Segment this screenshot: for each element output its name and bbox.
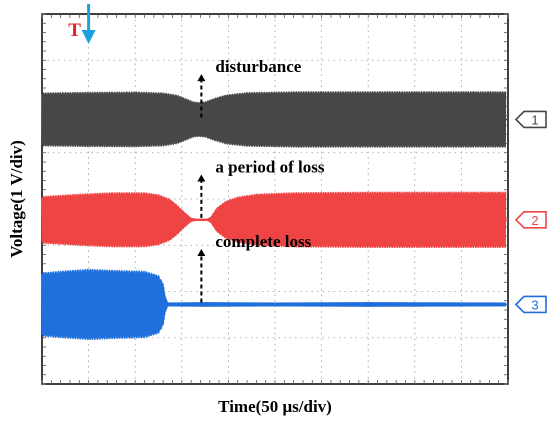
channel-marker-label-1: 1 [531, 112, 538, 127]
trigger-arrow-head [81, 30, 96, 44]
annotation-arrowhead-2 [197, 174, 206, 182]
channel-marker-1 [514, 110, 547, 129]
annotation-arrowhead-1 [197, 74, 206, 82]
trigger-marker: T [68, 4, 96, 44]
y-axis-label: Voltage(1 V/div) [7, 140, 26, 258]
channel-marker-label-2: 2 [531, 213, 538, 228]
trace-channel-1 [41, 91, 507, 148]
trace-channel-2 [41, 191, 507, 249]
annotation-label-2: a period of loss [215, 157, 324, 176]
x-axis-label: Time(50 μs/div) [218, 397, 332, 416]
annotations: disturbance a period of loss complete loss [197, 57, 325, 303]
annotation-label-3: complete loss [215, 232, 311, 251]
channel-marker-label-3: 3 [531, 297, 538, 312]
channel-markers: 1 2 3 [514, 110, 547, 314]
traces [41, 91, 508, 341]
trigger-label: T [68, 20, 81, 41]
annotation-label-1: disturbance [215, 57, 301, 76]
channel-marker-2 [514, 211, 547, 229]
channel-marker-3 [514, 295, 547, 314]
annotation-arrowhead-3 [197, 248, 206, 256]
